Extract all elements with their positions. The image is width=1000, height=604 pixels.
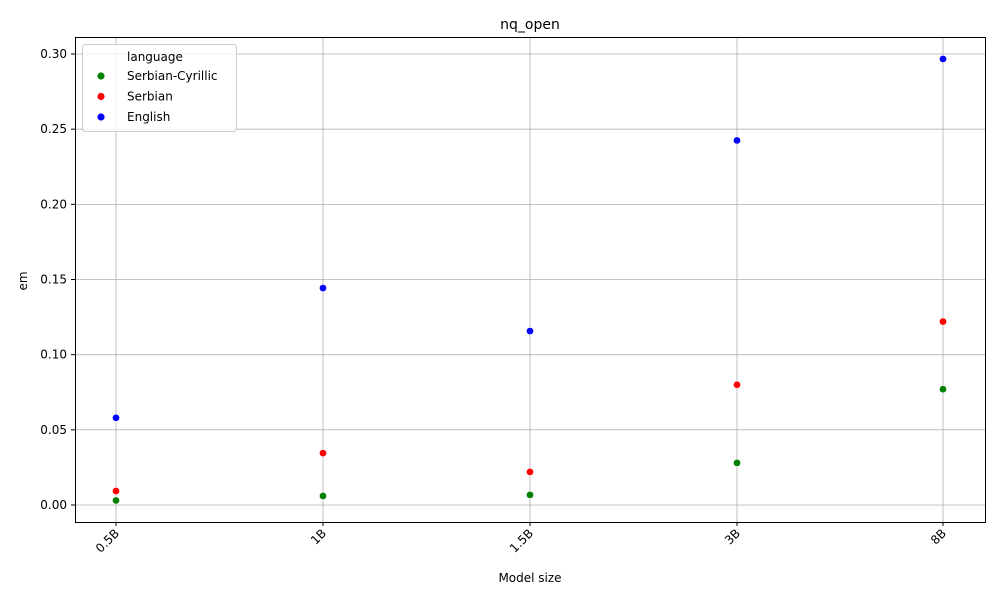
y-tick-label: 0.25 — [40, 122, 67, 136]
y-tick-label: 0.20 — [40, 197, 67, 211]
data-point-english — [526, 327, 534, 335]
data-point-serbian — [319, 449, 327, 457]
x-tick-label: 1B — [308, 526, 329, 547]
data-point-serbian — [939, 317, 947, 326]
legend-marker — [97, 113, 105, 121]
data-point-english — [733, 136, 741, 145]
legend-entry: Serbian — [127, 90, 173, 104]
legend-marker — [97, 72, 105, 80]
y-tick-label: 0.10 — [40, 348, 67, 362]
data-point-serbian — [112, 487, 120, 495]
points — [112, 55, 947, 505]
x-axis-label: Model size — [498, 571, 561, 585]
x-tick-label: 3B — [722, 526, 743, 547]
legend-entry: Serbian-Cyrillic — [127, 69, 218, 83]
y-tick-label: 0.30 — [40, 47, 67, 61]
data-point-english — [939, 55, 947, 63]
legend-entry: English — [127, 110, 170, 124]
data-point-serbian-cyrillic — [319, 492, 327, 500]
x-tick-label: 0.5B — [93, 526, 122, 555]
x-tick-label: 8B — [928, 526, 949, 547]
x-axis: 0.5B 1B 1.5B 3B 8B — [93, 522, 949, 555]
data-point-serbian — [526, 468, 534, 476]
data-point-serbian-cyrillic — [733, 459, 741, 467]
y-axis: 0.00 0.05 0.10 0.15 0.20 0.25 0.30 — [40, 47, 75, 512]
data-point-serbian-cyrillic — [112, 496, 120, 505]
y-tick-label: 0.05 — [40, 423, 67, 437]
data-point-serbian-cyrillic — [526, 491, 534, 499]
legend-marker — [97, 92, 105, 101]
legend-box — [82, 44, 237, 132]
legend: language Serbian-Cyrillic Serbian English — [82, 44, 237, 132]
data-point-serbian — [733, 380, 741, 389]
y-tick-label: 0.00 — [40, 498, 67, 512]
x-tick-label: 1.5B — [507, 526, 536, 555]
data-point-english — [112, 413, 120, 422]
data-point-serbian-cyrillic — [939, 385, 947, 394]
legend-title: language — [127, 50, 183, 64]
data-point-english — [319, 284, 327, 292]
chart-title: nq_open — [500, 17, 560, 33]
y-tick-label: 0.15 — [40, 273, 67, 287]
y-axis-label: em — [16, 271, 30, 290]
